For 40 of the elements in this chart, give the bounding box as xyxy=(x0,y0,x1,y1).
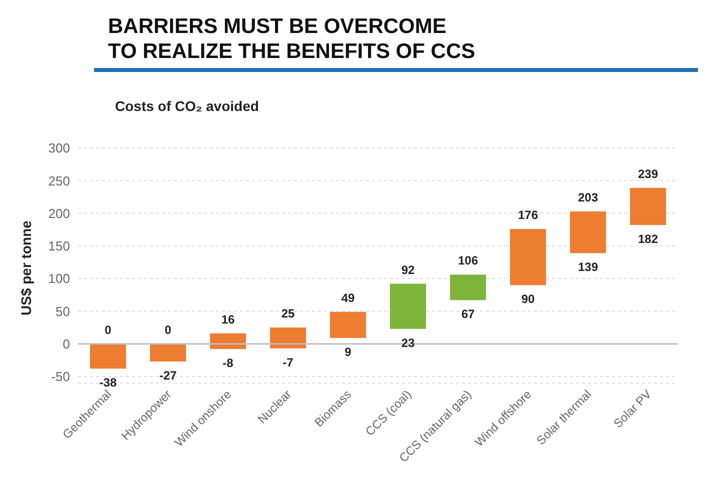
annotation: 106 xyxy=(458,254,478,268)
annotation: -8 xyxy=(222,356,234,370)
y-tick-label: 300 xyxy=(48,140,70,156)
chart-title: BARRIERS MUST BE OVERCOME TO REALIZE THE BENEFITS OF CCS xyxy=(108,14,476,64)
y-tick-label: 200 xyxy=(48,206,70,221)
annotation: 67 xyxy=(461,307,475,322)
annotation: 25 xyxy=(281,306,295,321)
annotation: 49 xyxy=(341,290,355,305)
annotation: 0 xyxy=(164,322,172,337)
bar xyxy=(570,211,606,254)
annotation: 90 xyxy=(521,292,535,306)
annotation: 203 xyxy=(578,190,598,204)
y-tick-label: 100 xyxy=(48,271,70,286)
annotation: 182 xyxy=(638,232,658,246)
bar xyxy=(270,328,306,348)
annotation: -38 xyxy=(99,376,117,390)
annotation: 139 xyxy=(578,260,598,274)
y-axis-title: US$ per tonne xyxy=(18,220,34,316)
annotation: 23 xyxy=(401,336,415,350)
annotation: 92 xyxy=(401,262,415,277)
y-tick-label: 250 xyxy=(48,173,70,188)
y-tick-label: -50 xyxy=(51,369,70,384)
y-tick-label: 150 xyxy=(48,238,70,254)
chart-subtitle: Costs of CO₂ avoided xyxy=(115,98,259,114)
bar xyxy=(330,312,366,338)
bar xyxy=(150,344,186,362)
annotation: -27 xyxy=(159,368,177,382)
annotation: -7 xyxy=(282,355,294,370)
annotation: 9 xyxy=(344,344,352,359)
bar xyxy=(510,228,546,286)
annotation: 16 xyxy=(221,312,235,326)
bar xyxy=(450,274,486,300)
annotation: 176 xyxy=(518,208,538,222)
bar xyxy=(390,284,426,329)
bar xyxy=(630,188,666,226)
y-tick-label: 0 xyxy=(62,336,70,352)
annotation: 239 xyxy=(638,166,658,181)
bar xyxy=(90,344,126,369)
annotation: 0 xyxy=(104,322,112,337)
y-tick-label: 50 xyxy=(56,304,70,319)
